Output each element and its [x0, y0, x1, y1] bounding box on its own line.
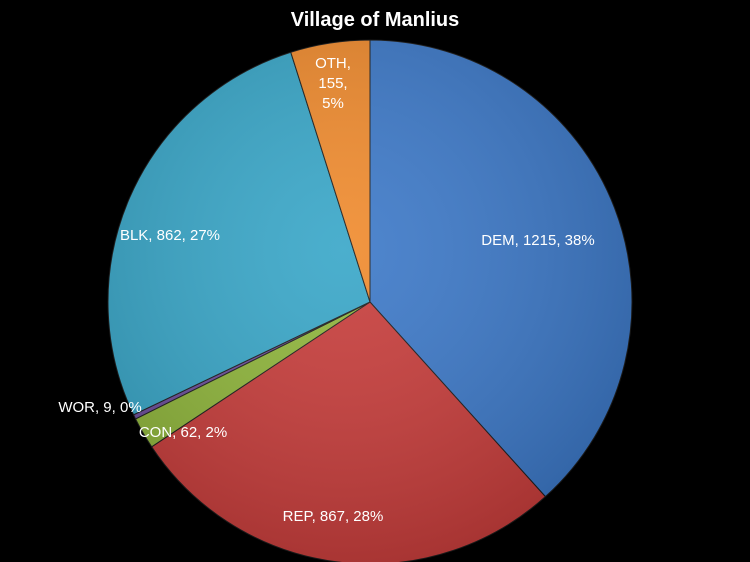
- pie-labels: DEM, 1215, 38% REP, 867, 28% CON, 62, 2% WO…: [58, 55, 594, 525]
- slice-label-dem: DEM, 1215, 38%: [481, 232, 594, 249]
- slice-label-blk: BLK, 862, 27%: [120, 227, 220, 244]
- slice-label-wor: WOR, 9, 0%: [58, 399, 141, 416]
- slice-label-rep: REP, 867, 28%: [283, 508, 384, 525]
- chart-title: Village of Manlius: [290, 9, 460, 31]
- slice-label-oth: OTH, 155, 5%: [315, 55, 351, 112]
- pie-slices: [107, 39, 633, 562]
- slice-label-con: CON, 62, 2%: [139, 424, 227, 441]
